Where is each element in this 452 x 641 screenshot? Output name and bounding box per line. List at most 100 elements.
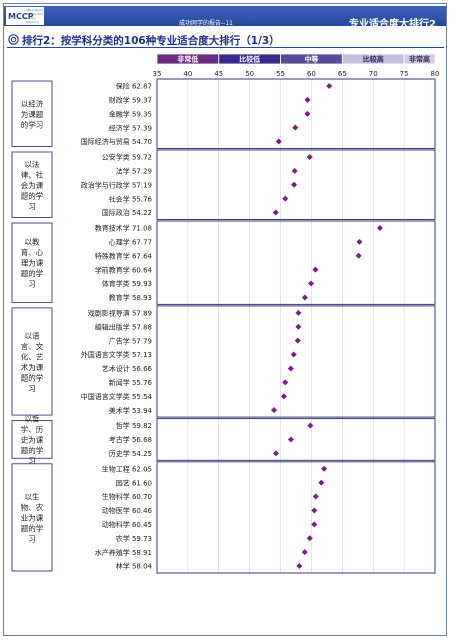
- group-label-box-1: [11, 151, 53, 218]
- item-label: 美术学 53.94: [109, 406, 153, 415]
- x-tick-label-0: 35: [153, 70, 162, 78]
- x-tick-label-8: 75: [400, 70, 409, 78]
- data-point-marker: [304, 96, 311, 103]
- item-label: 林学 58.04: [116, 562, 153, 571]
- data-point-marker: [291, 167, 298, 174]
- group-label-line: 育、心: [21, 247, 44, 257]
- item-label: 公安学类 59.72: [102, 153, 152, 162]
- item-label: 农学 59.73: [116, 534, 152, 543]
- item-label: 社会学 55.76: [109, 194, 153, 203]
- item-label: 政治学与行政学 57.19: [81, 180, 152, 189]
- logo-text: MCCP: [8, 12, 34, 21]
- item-label: 教育学 58.93: [109, 293, 152, 302]
- item-label: 心理学 67.77: [109, 237, 152, 246]
- group-label-line: 理为课: [21, 258, 44, 268]
- group-label-line: 题的学: [21, 268, 44, 278]
- item-label: 学前教育学 60.64: [95, 265, 153, 274]
- item-label: 艺术设计 56.66: [102, 364, 153, 373]
- group-plot-frame-2: [156, 220, 436, 305]
- group-label-line: 题的学: [21, 523, 44, 533]
- group-plot-frame-1: [156, 149, 436, 220]
- data-point-marker: [321, 465, 328, 472]
- group-label-line: 习: [28, 534, 36, 543]
- data-point-marker: [306, 535, 313, 542]
- group-label-box-2: [11, 222, 53, 303]
- logo-subtext: 2012 Major Choice and Career Planning: [26, 8, 43, 24]
- group-plot-frame-5: [156, 461, 436, 574]
- group-label-line: 习: [28, 280, 36, 289]
- legend-label-3: 比较高: [363, 55, 384, 64]
- section-title: 专业适合度大排行2: [349, 19, 436, 30]
- item-label: 经济学 57.39: [109, 123, 152, 132]
- page-border: [3, 3, 447, 636]
- group-label-line: 题的学: [21, 190, 44, 200]
- legend-label-0: 非常低: [177, 55, 198, 64]
- group-label-line: 习: [28, 384, 36, 393]
- mccp-logo: MCCP 2012 Major Choice and Career Planni…: [6, 7, 44, 25]
- item-label: 国际经济与贸易 54.70: [81, 137, 152, 146]
- data-point-marker: [307, 422, 314, 429]
- item-label: 体育学类 59.93: [102, 279, 152, 288]
- group-label-line: 为课题: [21, 109, 44, 119]
- item-label: 园艺 61.60: [116, 479, 152, 487]
- data-point-marker: [282, 379, 289, 386]
- circle-target-icon: [8, 34, 19, 45]
- x-tick-label-3: 50: [245, 70, 254, 78]
- group-label-line: 术为课: [21, 362, 44, 372]
- group-label-line: 以法: [25, 159, 40, 169]
- item-label: 生物工程 62.05: [102, 464, 152, 473]
- item-label: 特殊教育学 67.64: [95, 251, 153, 260]
- data-point-marker: [287, 436, 294, 443]
- data-point-marker: [301, 294, 308, 301]
- data-point-marker: [311, 521, 318, 528]
- report-title: 成功网学的报告--11: [179, 20, 233, 27]
- x-tick-label-6: 65: [338, 70, 347, 78]
- group-label-line: 题的学: [21, 372, 44, 382]
- item-label: 广告学 57.79: [109, 336, 152, 345]
- group-label-line: 以哲: [25, 414, 40, 423]
- item-label: 历史学 54.25: [109, 449, 152, 458]
- group-label-line: 习: [28, 456, 36, 465]
- data-point-marker: [296, 563, 303, 570]
- data-point-marker: [326, 82, 333, 89]
- item-label: 保险 62.87: [116, 82, 152, 91]
- data-point-marker: [295, 309, 302, 316]
- item-label: 考古学 56.68: [109, 435, 152, 444]
- item-label: 动物科学 60.45: [102, 520, 152, 529]
- group-label-line: 以经济: [21, 98, 44, 108]
- data-point-marker: [306, 153, 313, 160]
- group-label-line: 化、艺: [21, 351, 44, 361]
- data-point-marker: [356, 238, 363, 245]
- group-label-line: 业为课: [21, 512, 44, 522]
- data-point-marker: [280, 393, 287, 400]
- item-label: 财政学 59.37: [109, 95, 152, 104]
- data-point-marker: [355, 252, 362, 259]
- group-label-box-3: [11, 307, 53, 416]
- group-label-line: 以生: [25, 491, 40, 501]
- data-point-marker: [271, 407, 278, 414]
- data-point-marker: [282, 195, 289, 202]
- x-tick-label-1: 40: [183, 70, 192, 78]
- header-bar: 成功网学的报告--11 专业适合度大排行2: [4, 6, 446, 30]
- data-point-marker: [301, 549, 308, 556]
- data-point-marker: [294, 337, 301, 344]
- data-point-marker: [376, 224, 383, 231]
- heading-rule: [7, 47, 444, 48]
- group-plot-frame-3: [156, 305, 436, 418]
- x-tick-label-5: 60: [307, 70, 316, 78]
- group-plot-frame-0: [156, 78, 436, 149]
- x-tick-label-9: 80: [431, 70, 440, 78]
- data-point-marker: [275, 138, 282, 145]
- x-tick-label-7: 70: [369, 70, 378, 78]
- x-tick-label-2: 45: [214, 70, 223, 78]
- data-point-marker: [287, 365, 294, 372]
- group-label-line: 习: [28, 202, 36, 211]
- data-point-marker: [291, 181, 298, 188]
- x-tick-label-4: 55: [276, 70, 285, 78]
- item-label: 戏剧影视导演 57.89: [88, 308, 152, 317]
- data-point-marker: [290, 351, 297, 358]
- group-plot-frame-4: [156, 418, 436, 461]
- group-label-box-4: [11, 420, 53, 459]
- group-label-line: 律、社: [21, 169, 44, 179]
